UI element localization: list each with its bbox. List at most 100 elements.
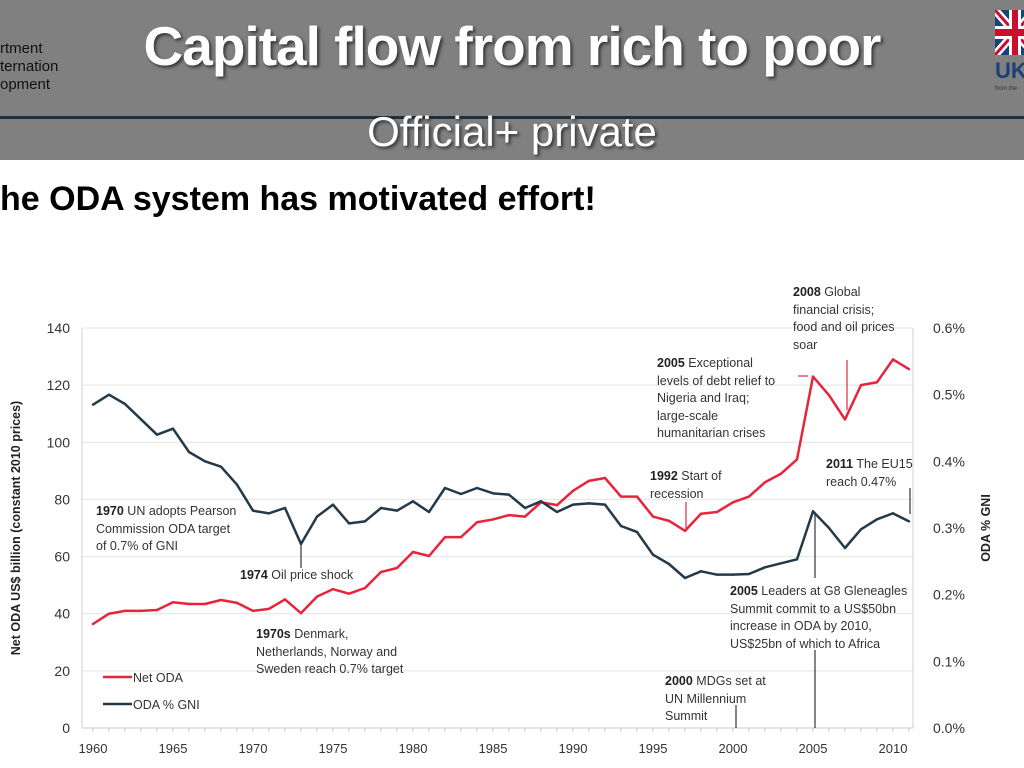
data-point [811, 510, 815, 513]
y-tick-label: 0 [62, 720, 70, 736]
y-tick-label: 120 [47, 377, 71, 393]
data-point [491, 518, 495, 521]
data-point [859, 528, 863, 531]
data-point [555, 510, 559, 514]
annotation-year: 2008 [793, 285, 821, 299]
data-point [123, 609, 127, 613]
y-tick-label: 60 [54, 549, 70, 565]
y-tick-label: 80 [54, 491, 70, 507]
annotation-text: Denmark, [294, 627, 349, 641]
annotation-text: soar [793, 337, 818, 352]
data-point [827, 393, 831, 397]
x-tick-label: 1995 [639, 741, 668, 756]
y2-tick-label: 0.6% [933, 320, 965, 336]
chart-annotation: 1992 Start of recession [650, 468, 722, 503]
x-tick-label: 2010 [879, 741, 908, 756]
y2-axis-label: ODA % GNI [979, 494, 993, 562]
data-point [299, 542, 303, 546]
y-tick-label: 100 [47, 434, 71, 450]
data-point [523, 515, 527, 518]
data-point [187, 602, 191, 606]
annotation-year: 1974 [240, 568, 268, 582]
data-point [763, 566, 767, 569]
data-point [587, 502, 591, 505]
annotation-year: 2005 [657, 356, 685, 370]
annotation-text: Global [824, 285, 861, 299]
chart-annotation: 2011 The EU15 reach 0.47% [826, 456, 913, 491]
data-point [507, 493, 511, 496]
annotation-line: increase in ODA by 2010, [730, 618, 907, 636]
data-point [91, 622, 95, 626]
annotation-text: Netherlands, Norway and [256, 644, 398, 659]
slide-subtitle: Official+ private [367, 108, 657, 155]
data-point [555, 503, 559, 507]
y-tick-label: 140 [47, 320, 71, 336]
annotation-line: 2005 Leaders at G8 Gleneagles [730, 583, 907, 601]
y-axis-label: Net ODA US$ billion (constant 2010 price… [9, 401, 23, 655]
annotation-text: Nigeria and Iraq; [657, 391, 750, 405]
data-point [171, 427, 175, 430]
data-point [171, 601, 175, 604]
annotation-year: 2000 [665, 674, 693, 688]
data-point [283, 506, 287, 510]
data-point [187, 450, 191, 454]
annotation-line: recession [650, 486, 722, 504]
annotation-line: Summit [665, 708, 766, 726]
data-point [155, 433, 159, 436]
data-point [779, 472, 783, 475]
annotation-text: financial crisis; [793, 302, 875, 317]
data-point [475, 521, 479, 524]
annotation-text: levels of debt relief to [657, 373, 776, 388]
union-flag-icon [995, 10, 1024, 55]
data-point [827, 526, 831, 530]
data-point [619, 495, 623, 498]
data-point [699, 512, 703, 515]
data-point [443, 486, 447, 490]
data-point [571, 503, 575, 506]
annotation-line: large-scale [657, 408, 775, 426]
annotation-text: US$25bn of which to Africa [730, 636, 881, 651]
y2-tick-label: 0.4% [933, 453, 965, 469]
data-point [203, 460, 207, 463]
data-point [683, 576, 687, 580]
data-point [379, 506, 383, 510]
annotation-year: 1992 [650, 469, 678, 483]
series-line-net-oda [92, 358, 910, 626]
data-point [267, 607, 271, 611]
data-point [523, 506, 527, 510]
data-point [363, 520, 367, 523]
annotation-line: reach 0.47% [826, 474, 913, 492]
data-point [123, 402, 127, 406]
annotation-text: Oil price shock [271, 568, 354, 582]
legend-label: Net ODA [133, 671, 184, 685]
annotation-text: food and oil prices [793, 320, 895, 334]
data-point [235, 483, 239, 486]
annotation-line: Commission ODA target [96, 521, 236, 539]
data-point [843, 418, 847, 421]
data-point [843, 546, 847, 550]
y2-tick-label: 0.3% [933, 520, 965, 536]
slide-heading: he ODA system has motivated effort! [0, 180, 596, 218]
annotation-line: food and oil prices [793, 319, 894, 337]
data-point [875, 518, 879, 521]
x-tick-label: 2000 [719, 741, 748, 756]
annotation-text: humanitarian crises [657, 426, 766, 440]
data-point [427, 554, 431, 558]
y2-tick-label: 0.2% [933, 587, 965, 603]
data-point [203, 602, 207, 606]
data-point [619, 524, 623, 528]
annotation-line: 2005 Exceptional [657, 355, 775, 373]
data-point [875, 381, 879, 384]
data-point [283, 598, 287, 601]
data-point [395, 509, 399, 512]
data-point [651, 515, 655, 518]
data-point [507, 513, 511, 517]
slide-header [0, 0, 1024, 160]
legend-label: ODA % GNI [133, 698, 200, 712]
annotation-text: increase in ODA by 2010, [730, 619, 872, 633]
data-point [475, 486, 479, 490]
data-point [859, 383, 863, 387]
annotation-line: financial crisis; [793, 302, 894, 320]
series-line-oda-gni [92, 393, 910, 580]
data-point [379, 570, 383, 574]
